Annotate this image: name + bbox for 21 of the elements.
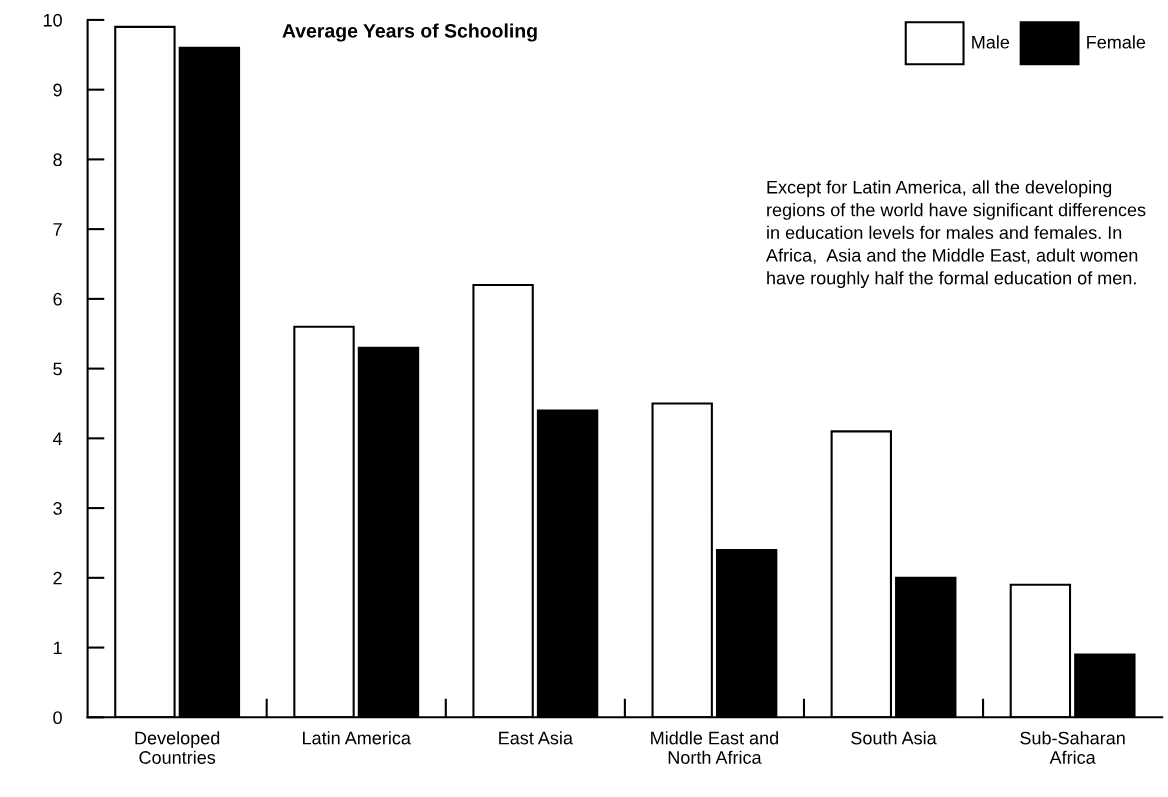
legend-label: Female	[1087, 35, 1146, 49]
y-tick-label: 5	[53, 362, 62, 376]
y-tick-label: 3	[53, 502, 62, 515]
y-tick-label: 0	[53, 711, 62, 725]
y-tick-label: 9	[53, 83, 62, 97]
legend-label: Male	[972, 35, 1010, 49]
y-tick-label: 8	[53, 153, 62, 167]
y-tick-label: 7	[53, 223, 62, 236]
annotation: Except for Latin America, all the developing regions of the world have significant differences in education levels for males and females. In Africa, Asia and the Middle East, adult women have roughly half the formal education of men.	[766, 180, 1146, 289]
chart-title: Average Years of Schooling	[282, 23, 537, 42]
y-tick-label: 1	[53, 641, 62, 655]
x-tick-label: Sub-Saharan Africa	[1020, 731, 1125, 764]
y-tick-label: 6	[53, 292, 62, 306]
y-tick-label: 10	[43, 13, 62, 27]
x-tick-label: East Asia	[499, 731, 573, 745]
x-tick-label: Developed Countries	[135, 731, 220, 764]
y-tick-label: 2	[53, 571, 62, 585]
x-tick-label: South Asia	[851, 731, 937, 745]
y-tick-label: 4	[52, 432, 63, 445]
x-tick-label: Latin America	[303, 731, 411, 745]
x-tick-label: Middle East and North Africa	[651, 731, 778, 764]
